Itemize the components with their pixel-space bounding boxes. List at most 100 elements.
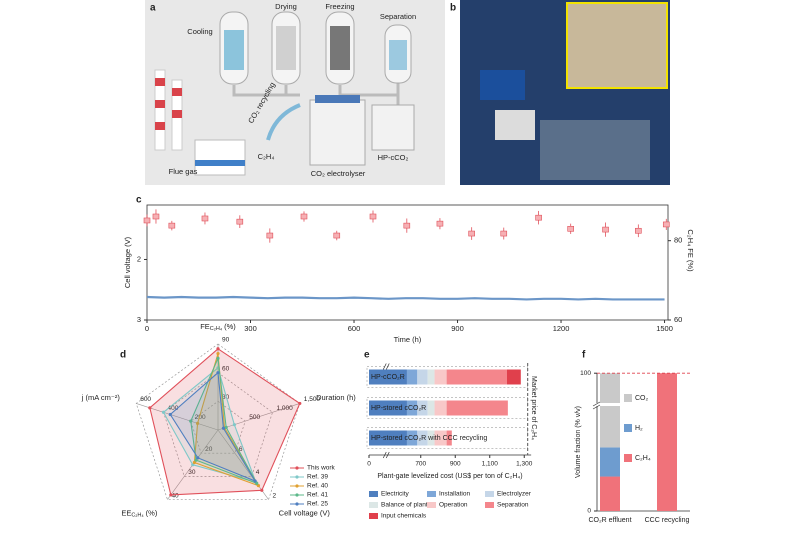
- legend-label: CO₂: [635, 395, 649, 402]
- fe-box: [236, 218, 244, 225]
- radar-point: [255, 481, 259, 485]
- radar-tick-label: 90: [222, 337, 230, 344]
- illustration-label: CO₂ electrolyser: [311, 169, 366, 178]
- fe-box: [152, 213, 160, 220]
- radar-tick-label: 600: [140, 396, 151, 403]
- legend-swatch: [369, 513, 378, 519]
- chimney-stripe: [155, 100, 165, 108]
- fe-box: [403, 222, 411, 229]
- radar-tick-label: 1,000: [277, 405, 294, 412]
- chimney-stripe: [172, 88, 182, 96]
- y-tick-label: 3: [137, 315, 141, 324]
- axis-label-text: FE: [200, 322, 210, 331]
- radar-point: [232, 423, 236, 427]
- fe-box: [369, 213, 377, 220]
- legend-swatch: [485, 491, 494, 497]
- cost-segment: [417, 430, 428, 446]
- tank-content: [224, 30, 244, 70]
- y-axis-label: Volume fraction (% v/v): [575, 406, 582, 478]
- radar-axis-label: Duration (h): [316, 393, 356, 402]
- cost-segment: [427, 369, 435, 385]
- chimney-stripe: [155, 78, 165, 86]
- panel-label: f: [582, 350, 586, 361]
- illustration: [145, 0, 445, 185]
- radar-series: [190, 356, 258, 485]
- axis-label-text: Cell voltage (V): [279, 508, 331, 517]
- radar-point: [191, 463, 195, 467]
- axis-label-unit: (%): [146, 508, 158, 517]
- legend-marker: [295, 493, 299, 497]
- radar-axis-label: EEC₂H₄ (%): [121, 508, 158, 518]
- radar-point: [169, 493, 173, 497]
- illustration-label: C₂H₄: [258, 152, 275, 161]
- plot-frame: [146, 204, 669, 321]
- radar-point: [260, 488, 264, 492]
- radar-tick-label: 60: [222, 365, 230, 372]
- radar-axis-label: j (mA cm⁻²): [81, 393, 121, 402]
- building: [194, 139, 246, 176]
- radar-tick-label: 30: [222, 394, 230, 401]
- y2-tick-label: 60: [674, 315, 682, 324]
- category-label: HP-stored cCO₂R: [371, 405, 426, 412]
- electrolyser: [309, 99, 366, 166]
- radar-series: [193, 353, 260, 487]
- cost-segment: [406, 430, 418, 446]
- x-tick-label: 1,100: [482, 461, 499, 468]
- fraction-segment: [657, 373, 677, 511]
- legend-swatch: [369, 491, 378, 497]
- chimney-stripe: [155, 122, 165, 130]
- legend-swatch: [624, 424, 632, 432]
- fe-box: [535, 214, 542, 221]
- x-tick-label: 1200: [553, 324, 570, 333]
- radar-tick-label: 500: [249, 414, 260, 421]
- pipes: [232, 82, 400, 110]
- axis-label-text: j (mA cm⁻²): [81, 393, 121, 402]
- legend-label: This work: [307, 465, 336, 472]
- axis-label-sub: C₂H₄: [131, 513, 144, 519]
- fe-box: [500, 230, 508, 237]
- axis-break: [382, 363, 390, 370]
- axis-label-text: EE: [121, 508, 131, 517]
- fe-box: [635, 227, 642, 234]
- row-outline: [366, 397, 528, 419]
- category-label: HP-stored cCO₂R with CCC recycling: [371, 435, 487, 442]
- x-tick-label: 600: [348, 324, 361, 333]
- radar-ring: [190, 400, 246, 454]
- legend-label: Operation: [439, 502, 468, 509]
- electrolyser-top: [315, 95, 360, 103]
- legend-swatch: [369, 502, 378, 508]
- x-axis-label: Plant-gate levelized cost (US$ per ton o…: [377, 473, 522, 480]
- radar-tick-label: 1,500: [304, 396, 321, 403]
- instrument: [495, 110, 535, 140]
- legend-marker: [295, 466, 299, 470]
- illustration-label: Flue gas: [169, 167, 198, 176]
- tank-content: [389, 40, 407, 70]
- radar-tick-label: 6: [239, 446, 243, 453]
- radar-point: [216, 356, 220, 360]
- legend-swatch: [485, 502, 494, 508]
- voltage-line: [146, 295, 665, 301]
- x-tick-label: 900: [450, 461, 461, 468]
- fraction-segment: [600, 373, 620, 448]
- tank-content: [276, 26, 296, 70]
- radar-point: [298, 401, 302, 406]
- legend-label: H₂: [635, 425, 643, 432]
- radar-ring: [135, 343, 301, 500]
- legend-label: Electricity: [381, 491, 410, 498]
- panel-label: c: [136, 195, 142, 206]
- radar-spoke: [217, 429, 269, 500]
- radar-tick-label: 2: [273, 492, 277, 499]
- axis-label-text: Duration (h): [316, 393, 356, 402]
- cost-segment: [446, 430, 452, 446]
- legend-marker: [295, 475, 299, 479]
- radar-point: [168, 412, 172, 417]
- legend-label: Electrolyzer: [497, 491, 532, 498]
- cost-segment: [507, 369, 521, 385]
- radar-point: [195, 421, 200, 425]
- legend-label: Ref. 25: [307, 501, 328, 508]
- fe-box: [201, 215, 209, 222]
- tank-content: [330, 26, 350, 70]
- y-tick-label: 2: [137, 254, 141, 263]
